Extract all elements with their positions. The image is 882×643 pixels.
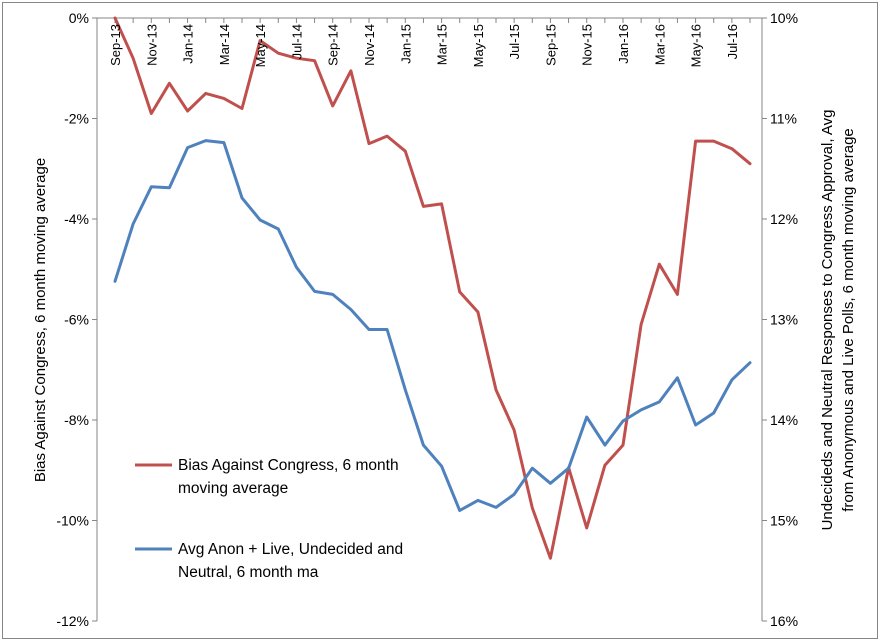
x-tick-label: Mar-14 [217, 24, 232, 65]
series-line-2 [113, 139, 752, 512]
x-tick-label: Mar-16 [652, 24, 667, 65]
legend-label-2-line-1: Avg Anon + Live, Undecided and [178, 541, 403, 558]
axes [92, 17, 767, 622]
x-tick-label: Mar-15 [435, 24, 450, 65]
series-lines [113, 16, 752, 560]
y-right-tick-label: 13% [770, 312, 798, 328]
x-tick-label: Sep-15 [543, 24, 558, 66]
y-right-tick-label: 14% [770, 412, 798, 428]
x-tick-label: Jan-16 [616, 24, 631, 64]
y-right-tick-label: 12% [770, 211, 798, 227]
y-left-tick-label: -12% [56, 613, 89, 629]
y-left-tick-label: -6% [64, 312, 89, 328]
y-right-tick-label: 10% [770, 10, 798, 26]
y-left-tick-label: -2% [64, 111, 89, 127]
y-axis-left-title: Bias Against Congress, 6 month moving av… [32, 158, 49, 482]
x-tick-label: Jan-14 [181, 24, 196, 64]
y-left-tick-label: -10% [56, 513, 89, 529]
y-axis-right-title-line-1: Undecideds and Neutral Responses to Cong… [819, 110, 836, 531]
y-right-tick-label: 16% [770, 613, 798, 629]
legend: Bias Against Congress, 6 month moving ave… [135, 457, 403, 581]
x-tick-label: May-15 [471, 24, 486, 67]
x-tick-label: Jul-16 [725, 24, 740, 59]
x-tick-label: Jul-15 [507, 24, 522, 59]
x-tick-label: Nov-13 [144, 24, 159, 66]
legend-label-2-line-2: Neutral, 6 month ma [178, 564, 319, 581]
series-line-1 [113, 16, 752, 560]
x-tick-label: Jul-14 [289, 24, 304, 59]
y-left-tick-label: -8% [64, 412, 89, 428]
x-tick-label: Sep-13 [108, 24, 123, 66]
y-right-tick-label: 15% [770, 513, 798, 529]
legend-label-1-line-2: moving average [178, 480, 288, 497]
x-tick-label: Jan-15 [398, 24, 413, 64]
y-left-tick-label: 0% [69, 10, 89, 26]
x-tick-label: Sep-14 [326, 24, 341, 66]
y-left-tick-label: -4% [64, 211, 89, 227]
legend-label-1-line-1: Bias Against Congress, 6 month [178, 457, 399, 474]
x-tick-label: Nov-15 [580, 24, 595, 66]
x-tick-label: May-16 [689, 24, 704, 67]
x-tick-label: May-14 [253, 24, 268, 67]
y-right-tick-label: 11% [770, 111, 797, 127]
tick-labels: 0% -2% -4% -6% -8% -10% -12% 10% 11% 12% 13% 14% 15%… [56, 10, 798, 629]
x-tick-label: Nov-14 [362, 24, 377, 66]
y-axis-right-title-line-2: from Anonymous and Live Polls, 6 month m… [840, 128, 857, 512]
